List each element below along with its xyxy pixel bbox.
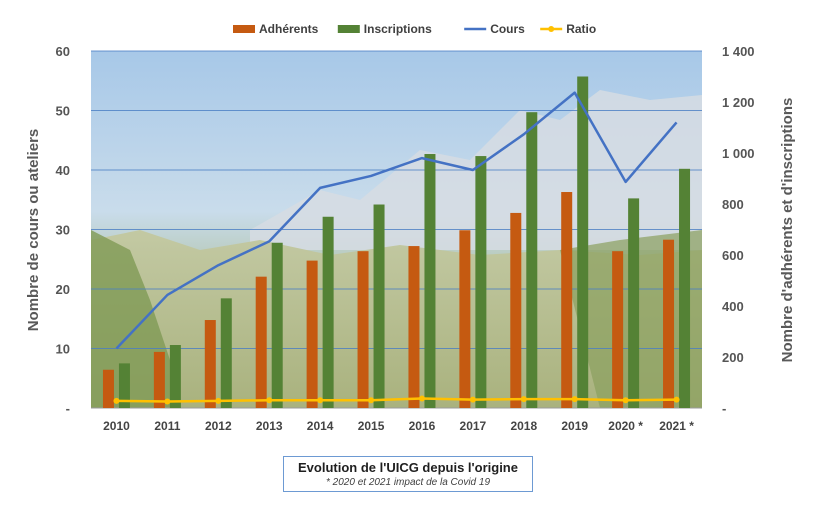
legend-marker-ratio (548, 26, 555, 32)
point-ratio (266, 397, 273, 404)
bar-inscriptions (577, 76, 589, 408)
x-axis-ticks: 2010 2011 2012 2013 2014 2015 2016 2017 2018 2019… (103, 419, 694, 433)
chart-title: Evolution de l'UICG depuis l'origine (298, 460, 518, 475)
bar-adhérents (561, 192, 573, 408)
bar-adhérents (357, 251, 369, 408)
y-left-tick-label: 60 (56, 44, 70, 59)
bar-inscriptions (373, 204, 385, 408)
point-ratio (622, 397, 629, 404)
y-left-tick-label: 20 (56, 282, 70, 297)
bar-adhérents (306, 260, 318, 408)
chart-subtitle: * 2020 et 2021 impact de la Covid 19 (326, 477, 490, 488)
point-ratio (164, 398, 171, 405)
x-tick-label: 2012 (205, 419, 232, 433)
x-tick-label: 2018 (510, 419, 537, 433)
legend-label-cours: Cours (490, 22, 525, 36)
x-tick-label: 2013 (256, 419, 283, 433)
y-left-tick-label: 50 (56, 104, 70, 119)
y-left-tick-label: 30 (56, 223, 70, 238)
y-right-tick-label: - (722, 401, 726, 416)
x-tick-label: 2010 (103, 419, 130, 433)
legend-label-ratio: Ratio (566, 22, 596, 36)
bar-adhérents (102, 369, 114, 408)
legend-swatch-inscriptions (337, 25, 360, 33)
point-ratio (520, 396, 527, 403)
line-ratio (116, 397, 677, 403)
y-left-tick-label: 40 (56, 163, 70, 178)
x-tick-label: 2021 * (659, 419, 694, 433)
point-ratio (673, 396, 680, 403)
y-right-tick-label: 200 (722, 350, 744, 365)
point-ratio (215, 397, 222, 404)
y-axis-right-label: Nombre d'adhérents et d'inscriptions (779, 98, 796, 363)
y-left-tick-label: - (66, 401, 70, 416)
point-ratio (571, 396, 578, 403)
x-tick-label: 2016 (409, 419, 436, 433)
bar-adhérents (612, 251, 624, 408)
y-axis-right-ticks: - 200 400 600 800 1 000 1 200 1 400 (722, 44, 755, 416)
x-tick-label: 2015 (358, 419, 385, 433)
legend-label-adhérents: Adhérents (259, 22, 319, 36)
legend: Adhérents Inscriptions Cours Ratio (233, 22, 596, 36)
bar-inscriptions (118, 363, 130, 408)
point-ratio (113, 397, 120, 404)
bar-inscriptions (271, 242, 283, 408)
y-right-tick-label: 400 (722, 299, 744, 314)
legend-swatch-adhérents (233, 25, 255, 33)
bar-adhérents (663, 239, 675, 408)
bar-inscriptions (526, 112, 538, 408)
x-tick-label: 2019 (561, 419, 588, 433)
y-left-tick-label: 10 (56, 342, 70, 357)
x-tick-label: 2020 * (608, 419, 643, 433)
bar-adhérents (408, 246, 420, 408)
x-tick-label: 2017 (460, 419, 487, 433)
bar-series (102, 76, 691, 408)
x-tick-label: 2014 (307, 419, 334, 433)
point-ratio (317, 397, 324, 404)
legend-label-inscriptions: Inscriptions (364, 22, 432, 36)
bar-adhérents (153, 351, 165, 408)
y-right-tick-label: 1 000 (722, 146, 755, 161)
bar-inscriptions (220, 298, 232, 408)
line-series (113, 91, 680, 405)
point-ratio (418, 395, 425, 402)
chart-caption-box: Evolution de l'UICG depuis l'origine * 2… (283, 456, 533, 492)
bar-inscriptions (322, 216, 334, 408)
x-tick-label: 2011 (154, 419, 180, 433)
y-axis-left-ticks: - 10 20 30 40 50 60 (56, 44, 70, 416)
bar-inscriptions (475, 156, 487, 408)
bar-inscriptions (169, 345, 181, 408)
bar-inscriptions (424, 154, 436, 408)
point-ratio (469, 396, 476, 403)
y-right-tick-label: 1 400 (722, 44, 755, 59)
point-ratio (368, 397, 375, 404)
y-right-tick-label: 800 (722, 197, 744, 212)
bar-inscriptions (679, 168, 691, 408)
y-right-tick-label: 600 (722, 248, 744, 263)
bar-adhérents (204, 320, 216, 408)
bar-adhérents (510, 212, 522, 408)
y-axis-left-label: Nombre de cours ou ateliers (25, 129, 42, 332)
bar-adhérents (255, 276, 267, 408)
bar-adhérents (459, 230, 471, 408)
line-cours (115, 91, 678, 350)
y-right-tick-label: 1 200 (722, 95, 755, 110)
bar-inscriptions (628, 198, 640, 408)
gridlines (91, 50, 702, 409)
